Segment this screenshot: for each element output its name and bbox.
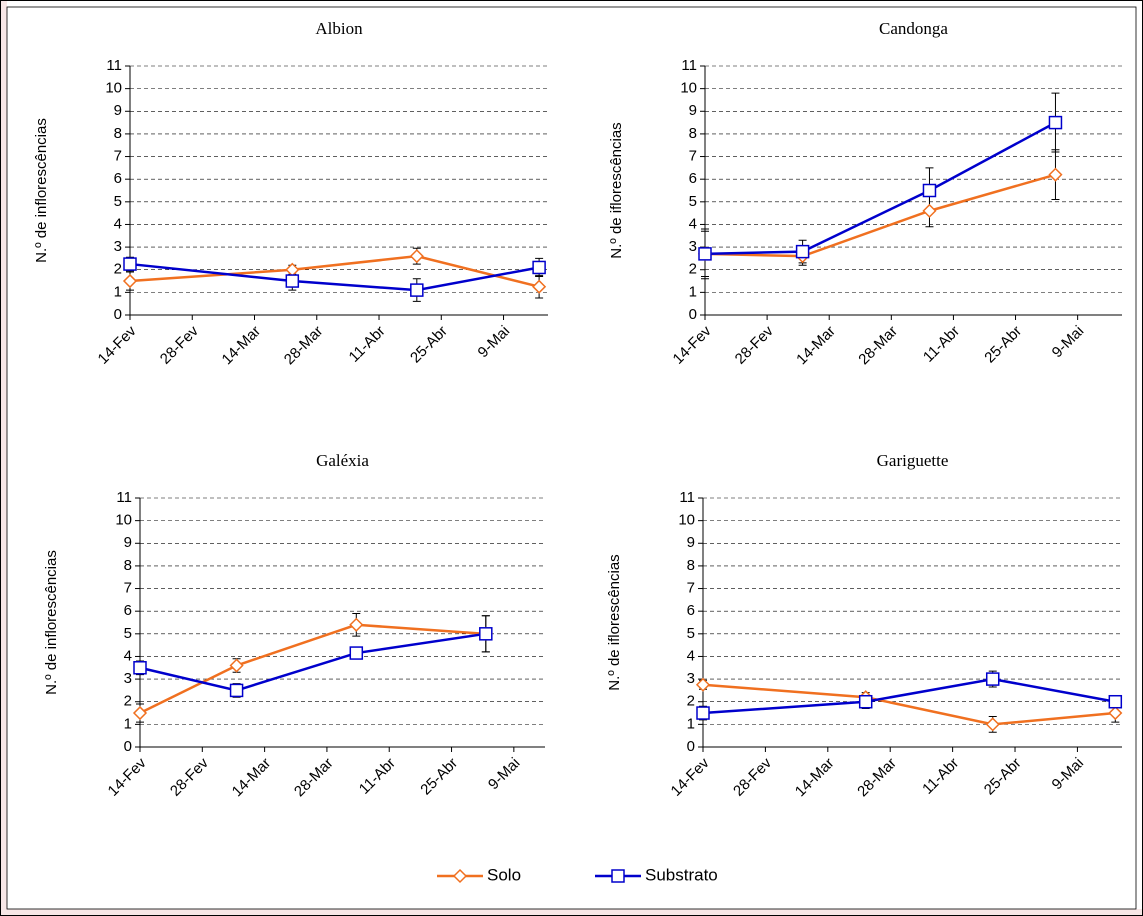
y-tick-label: 2 bbox=[687, 693, 695, 710]
legend-label: Substrato bbox=[645, 865, 718, 884]
data-point bbox=[698, 247, 712, 261]
series-line bbox=[129, 262, 540, 292]
chart-title: Gariguette bbox=[877, 451, 949, 470]
y-tick-label: 11 bbox=[679, 489, 695, 506]
data-point bbox=[285, 274, 300, 288]
y-tick-label: 8 bbox=[124, 557, 132, 574]
data-point bbox=[985, 672, 1000, 686]
frame-edge bbox=[1, 909, 1142, 915]
data-point bbox=[229, 683, 244, 698]
y-tick-label: 3 bbox=[124, 670, 132, 687]
y-tick-label: 9 bbox=[124, 534, 132, 551]
y-tick-label: 3 bbox=[689, 238, 697, 255]
data-point bbox=[695, 677, 711, 692]
y-tick-label: 0 bbox=[689, 306, 697, 323]
y-tick-label: 8 bbox=[689, 125, 697, 142]
data-point bbox=[349, 617, 364, 632]
y-tick-label: 5 bbox=[124, 625, 132, 642]
y-axis-label: N.º de inflorescências bbox=[33, 118, 50, 263]
data-point bbox=[922, 203, 937, 218]
y-tick-label: 11 bbox=[681, 57, 697, 74]
y-tick-label: 7 bbox=[114, 148, 122, 165]
data-point bbox=[123, 257, 137, 271]
y-tick-label: 10 bbox=[678, 512, 695, 529]
y-axis-label: N.º de iflorescências bbox=[608, 122, 625, 258]
y-tick-label: 11 bbox=[116, 489, 132, 506]
y-tick-label: 4 bbox=[687, 647, 695, 664]
chart-title: Candonga bbox=[879, 19, 948, 38]
y-tick-label: 6 bbox=[689, 170, 697, 187]
data-point bbox=[696, 706, 710, 720]
data-point bbox=[922, 183, 937, 198]
data-point bbox=[132, 705, 148, 721]
y-tick-label: 7 bbox=[124, 580, 132, 597]
y-tick-label: 3 bbox=[687, 670, 695, 687]
data-point bbox=[532, 260, 546, 275]
y-tick-label: 10 bbox=[680, 80, 697, 97]
data-point bbox=[1048, 115, 1063, 130]
data-point bbox=[985, 717, 1000, 732]
y-tick-label: 7 bbox=[687, 580, 695, 597]
data-point bbox=[229, 658, 244, 673]
y-tick-label: 1 bbox=[689, 283, 697, 300]
y-tick-label: 4 bbox=[114, 215, 122, 232]
y-tick-label: 2 bbox=[124, 693, 132, 710]
y-tick-label: 10 bbox=[105, 80, 122, 97]
y-tick-label: 5 bbox=[114, 193, 122, 210]
series-line bbox=[704, 121, 1057, 256]
y-tick-label: 9 bbox=[687, 534, 695, 551]
data-point bbox=[1108, 694, 1123, 709]
series-line bbox=[139, 623, 486, 715]
y-tick-label: 6 bbox=[124, 602, 132, 619]
data-point bbox=[479, 627, 493, 641]
data-point bbox=[1108, 705, 1123, 721]
series-line bbox=[139, 632, 486, 692]
y-tick-label: 8 bbox=[114, 125, 122, 142]
chart-title: Galéxia bbox=[316, 451, 369, 470]
y-tick-label: 5 bbox=[687, 625, 695, 642]
y-tick-label: 2 bbox=[114, 261, 122, 278]
series-line bbox=[129, 254, 540, 288]
chart-title: Albion bbox=[315, 19, 363, 38]
legend-label: Solo bbox=[487, 865, 521, 884]
plot-frame bbox=[6, 6, 1137, 910]
data-point bbox=[133, 661, 147, 675]
y-axis-label: N.º de inflorescências bbox=[43, 550, 60, 695]
y-tick-label: 7 bbox=[689, 148, 697, 165]
series-line bbox=[702, 683, 1116, 726]
y-axis-label: N.º de iflorescências bbox=[606, 554, 623, 690]
y-tick-label: 3 bbox=[114, 238, 122, 255]
y-tick-label: 2 bbox=[689, 261, 697, 278]
legend-marker bbox=[452, 868, 468, 884]
data-point bbox=[349, 646, 364, 660]
data-point bbox=[122, 273, 138, 289]
y-tick-label: 1 bbox=[114, 283, 122, 300]
y-tick-label: 1 bbox=[124, 715, 132, 732]
y-tick-label: 0 bbox=[687, 738, 695, 755]
y-tick-label: 4 bbox=[124, 647, 132, 664]
y-tick-label: 6 bbox=[114, 170, 122, 187]
series-line bbox=[704, 173, 1056, 258]
data-point bbox=[410, 283, 424, 297]
data-point bbox=[858, 694, 873, 709]
series-line bbox=[702, 677, 1116, 715]
y-tick-label: 9 bbox=[114, 102, 122, 119]
y-tick-label: 1 bbox=[687, 715, 695, 732]
y-tick-label: 8 bbox=[687, 557, 695, 574]
data-point bbox=[409, 249, 424, 264]
legend-marker bbox=[611, 869, 625, 883]
y-tick-label: 11 bbox=[106, 57, 122, 74]
y-tick-label: 6 bbox=[687, 602, 695, 619]
frame-edge bbox=[1, 1, 7, 915]
y-tick-label: 0 bbox=[114, 306, 122, 323]
data-point bbox=[532, 279, 547, 294]
y-tick-label: 9 bbox=[689, 102, 697, 119]
y-tick-label: 5 bbox=[689, 193, 697, 210]
data-point bbox=[795, 244, 810, 259]
y-tick-label: 10 bbox=[115, 512, 132, 529]
y-tick-label: 4 bbox=[689, 215, 697, 232]
y-tick-label: 0 bbox=[124, 738, 132, 755]
data-point bbox=[1048, 167, 1063, 182]
